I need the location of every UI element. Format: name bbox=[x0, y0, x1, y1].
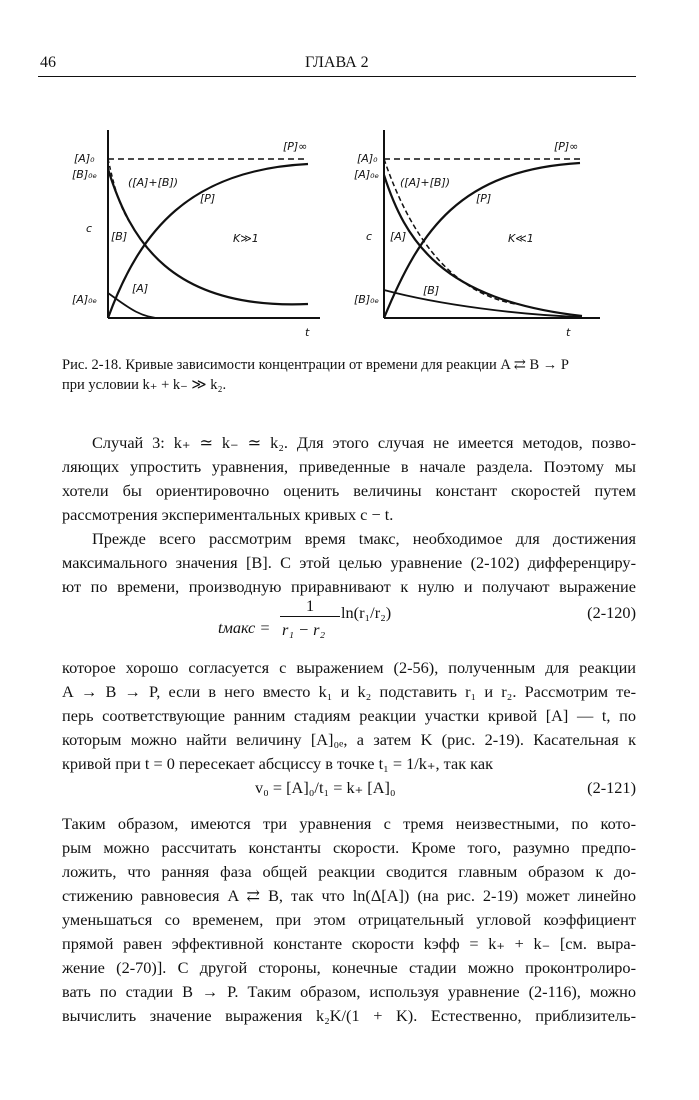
label-b0e: [B]₀ₑ bbox=[72, 168, 98, 181]
text-line: Таким образом, имеются три уравнения с т… bbox=[62, 814, 636, 833]
curve-B bbox=[383, 289, 583, 318]
curve-sum bbox=[107, 158, 136, 231]
plot-right bbox=[382, 130, 600, 319]
figure-caption-line: при условии k₊ + k₋ ≫ k₂. bbox=[62, 377, 227, 393]
text-line: рассмотрения экспериментальных кривых c … bbox=[62, 505, 394, 524]
page-number: 46 bbox=[40, 54, 56, 71]
label-a0e: [A]₀ₑ bbox=[354, 168, 380, 181]
text-line: кривой при t = 0 пересекает абсциссу в т… bbox=[62, 754, 493, 773]
chapter-title: ГЛАВА 2 bbox=[305, 54, 369, 71]
text-line: Случай 3: k₊ ≃ k₋ ≃ k₂. Для этого случая… bbox=[92, 433, 636, 452]
equation-number: (2-120) bbox=[587, 603, 636, 622]
label-a0e: [A]₀ₑ bbox=[72, 293, 98, 306]
eq-rhs: ln(r₁/r₂) bbox=[341, 603, 392, 622]
curve-A bbox=[107, 292, 161, 319]
eq-denominator: r₁ − r₂ bbox=[282, 620, 326, 639]
label-c: c bbox=[86, 222, 92, 235]
figure-caption-line: Рис. 2-18. Кривые зависимости концентрац… bbox=[62, 357, 569, 373]
curve-sum bbox=[383, 158, 516, 305]
label-p: [P] bbox=[476, 192, 491, 205]
fraction-bar bbox=[280, 616, 340, 617]
equation-number: (2-121) bbox=[587, 778, 636, 797]
label-c: c bbox=[366, 230, 372, 243]
text-line: ляющих упростить уравнения, приведенные … bbox=[62, 457, 636, 476]
figure-2-18: [A]₀ [B]₀ₑ ([A]+[B]) [P] [P]∞ c [B] K≫1 … bbox=[72, 130, 600, 339]
eq-numerator: 1 bbox=[306, 596, 315, 615]
label-sum: ([A]+[B]) bbox=[400, 176, 450, 189]
label-a0: [A]₀ bbox=[74, 152, 95, 165]
label-a0: [A]₀ bbox=[357, 152, 378, 165]
text-line: жение (2-70)]. С другой стороны, конечны… bbox=[62, 958, 636, 977]
text-line: перь соответствующие ранним стадиям реак… bbox=[62, 706, 636, 725]
label-pinf: [P]∞ bbox=[283, 140, 307, 153]
curve-P bbox=[106, 162, 309, 319]
text-line: уменьшаться со временем, при этом отрица… bbox=[62, 910, 636, 929]
label-p: [P] bbox=[200, 192, 215, 205]
label-t: t bbox=[305, 326, 310, 339]
curve-A bbox=[382, 174, 583, 318]
label-b0e: [B]₀ₑ bbox=[354, 293, 380, 306]
label-a: [A] bbox=[390, 230, 406, 243]
text-line: прямой равен эффективной константе скоро… bbox=[62, 934, 636, 953]
text-line: которое хорошо согласуется с выражением … bbox=[62, 658, 636, 677]
text-line: вычислить значение выражения k₂K/(1 + K)… bbox=[62, 1006, 636, 1025]
eq-text: v₀ = [A]₀/t₁ = k₊ [A]₀ bbox=[255, 778, 396, 797]
text-line: стижению равновесия A ⇄ B, так что ln(Δ[… bbox=[62, 886, 636, 905]
label-b: [B] bbox=[423, 284, 439, 297]
text-line: рым можно рассчитать константы скорости.… bbox=[62, 838, 636, 857]
text-line: которым можно найти величину [A]₀ₑ, а за… bbox=[62, 730, 636, 749]
label-a: [A] bbox=[132, 282, 148, 295]
plot-left bbox=[106, 130, 320, 319]
label-k: K≪1 bbox=[508, 232, 534, 245]
curve-P bbox=[382, 161, 581, 319]
label-k: K≫1 bbox=[233, 232, 259, 245]
label-sum: ([A]+[B]) bbox=[128, 176, 178, 189]
label-t: t bbox=[566, 326, 571, 339]
text-line: Прежде всего рассмотрим время tмакс, нео… bbox=[92, 529, 636, 548]
header-rule bbox=[38, 76, 636, 77]
text-line: A → B → P, если в него вместо k₁ и k₂ по… bbox=[62, 682, 636, 701]
text-line: вать по стадии B → P. Таким образом, исп… bbox=[62, 982, 636, 1001]
text-line: хотели бы ориентировочно оценить величин… bbox=[62, 481, 636, 500]
text-line: ют по времени, производную приравнивают … bbox=[62, 577, 636, 596]
eq-lhs: tмакс = bbox=[218, 618, 271, 637]
label-pinf: [P]∞ bbox=[554, 140, 578, 153]
label-b: [B] bbox=[111, 230, 127, 243]
text-line: ложить, что ранняя фаза общей реакции св… bbox=[62, 862, 636, 881]
text-line: максимального значения [B]. С этой целью… bbox=[62, 553, 636, 572]
